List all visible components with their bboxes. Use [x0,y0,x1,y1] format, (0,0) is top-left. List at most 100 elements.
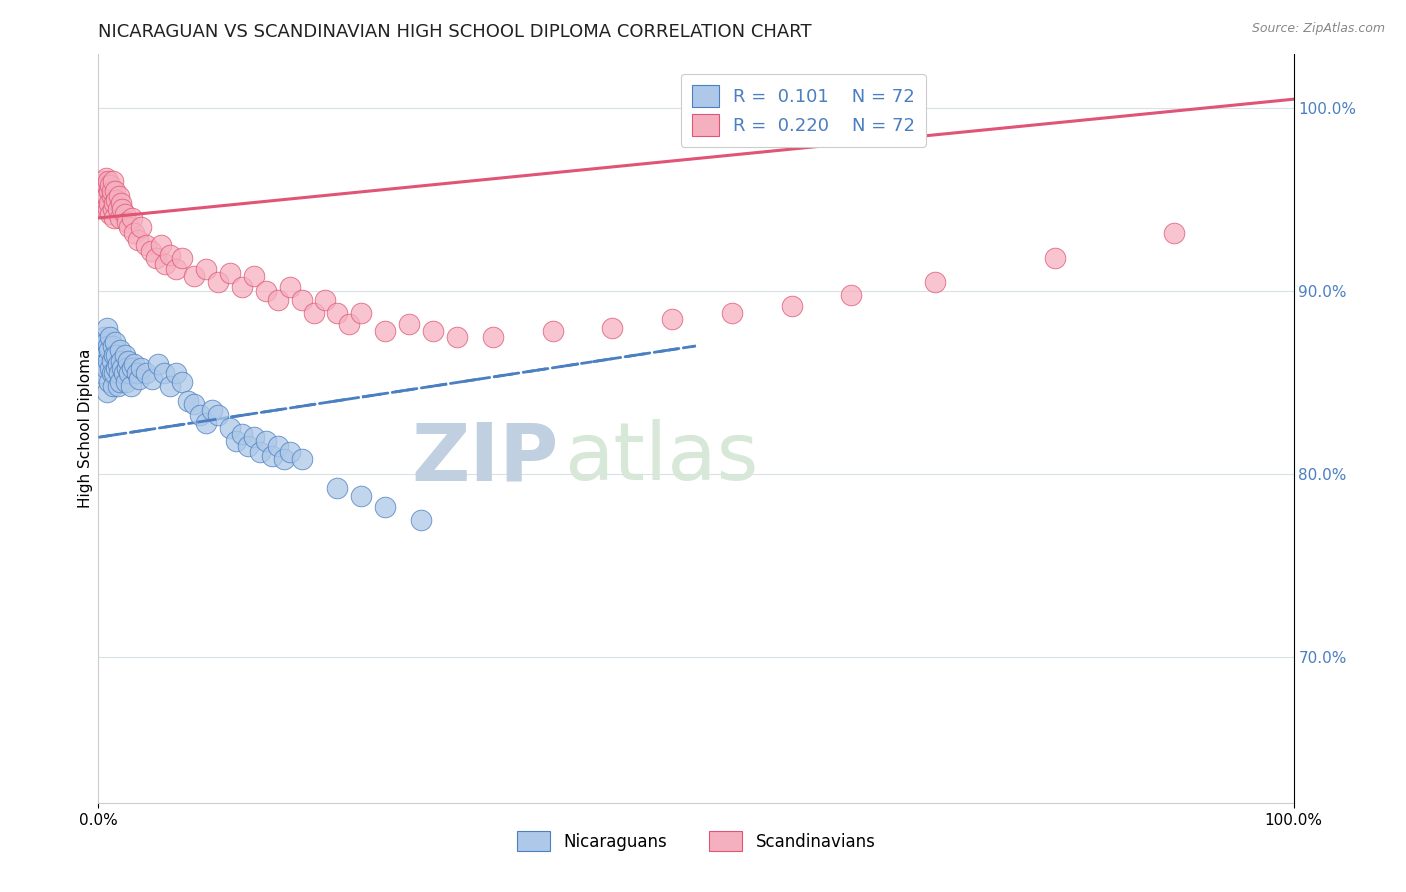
Point [111,202,134,216]
Point [165,262,187,277]
Point [121,211,143,225]
Point [112,367,135,381]
Point [94,170,117,185]
Point [114,348,136,362]
Point [104,335,127,350]
Point [105,348,128,362]
Point [302,306,325,320]
Point [108,211,131,225]
Point [93,184,115,198]
Point [94,202,117,216]
Point [124,226,146,240]
Point [135,238,157,252]
Point [100,367,122,381]
Point [195,416,218,430]
Point [98,330,122,344]
Point [107,367,129,381]
Point [107,189,129,203]
Point [195,262,218,277]
Point [105,360,128,375]
Point [96,384,118,399]
Point [326,482,349,496]
Point [207,409,229,423]
Point [231,280,253,294]
Point [108,343,131,357]
Legend: Nicaraguans, Scandinavians: Nicaraguans, Scandinavians [510,824,882,858]
Point [93,330,115,344]
Point [225,434,247,448]
Point [339,317,361,331]
Point [107,379,129,393]
Point [96,320,118,334]
Point [103,196,125,211]
Point [177,393,200,408]
Point [141,372,163,386]
Point [107,357,129,371]
Point [350,306,373,320]
Point [398,317,420,331]
Point [105,193,128,207]
Point [780,299,803,313]
Point [127,233,149,247]
Point [97,174,120,188]
Point [135,367,157,381]
Point [108,376,131,390]
Point [90,178,112,193]
Point [121,360,143,375]
Point [267,293,290,308]
Point [110,196,132,211]
Point [267,439,290,453]
Y-axis label: High School Diploma: High School Diploma [77,349,93,508]
Point [541,324,564,338]
Point [1043,251,1066,265]
Point [91,174,114,188]
Point [291,293,314,308]
Point [117,353,139,368]
Point [100,189,122,203]
Point [145,251,167,265]
Point [90,339,112,353]
Point [326,306,349,320]
Point [350,489,373,503]
Point [96,189,118,203]
Point [155,257,177,271]
Point [124,357,146,371]
Point [148,357,170,371]
Point [841,287,863,301]
Point [98,178,122,193]
Point [111,360,134,375]
Point [273,452,295,467]
Point [153,367,176,381]
Point [243,430,266,444]
Point [100,184,122,198]
Text: NICARAGUAN VS SCANDINAVIAN HIGH SCHOOL DIPLOMA CORRELATION CHART: NICARAGUAN VS SCANDINAVIAN HIGH SCHOOL D… [98,23,813,41]
Point [98,196,121,211]
Point [422,324,444,338]
Point [98,360,122,375]
Point [91,367,114,381]
Point [159,379,181,393]
Point [101,202,124,216]
Point [100,353,122,368]
Point [172,376,194,390]
Point [114,207,136,221]
Text: Source: ZipAtlas.com: Source: ZipAtlas.com [1251,22,1385,36]
Point [98,207,122,221]
Point [149,238,172,252]
Point [254,284,277,298]
Point [291,452,314,467]
Point [115,360,138,375]
Point [183,397,205,411]
Point [254,434,277,448]
Point [411,512,433,526]
Point [201,403,224,417]
Point [125,367,148,381]
Point [315,293,337,308]
Point [97,202,120,216]
Point [236,439,259,453]
Point [661,311,683,326]
Text: ZIP: ZIP [412,419,558,497]
Point [101,379,124,393]
Point [94,335,117,350]
Point [374,500,396,514]
